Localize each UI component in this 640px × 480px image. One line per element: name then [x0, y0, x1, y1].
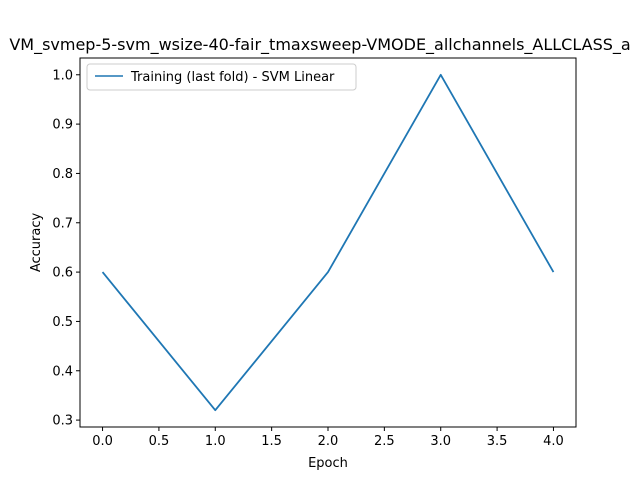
- x-tick-label: 0.5: [149, 434, 170, 449]
- y-tick-label: 0.8: [52, 167, 73, 182]
- x-tick-label: 1.0: [205, 434, 226, 449]
- y-tick-label: 0.3: [52, 414, 73, 429]
- x-axis-label: Epoch: [308, 456, 348, 471]
- x-axis-ticks: 0.0 0.5 1.0 1.5 2.0 2.5 3.0 3.5 4.0: [92, 427, 564, 449]
- x-tick-label: 0.0: [92, 434, 113, 449]
- series-line: [101, 73, 555, 412]
- y-tick-label: 0.6: [52, 266, 73, 281]
- x-tick-label: 3.0: [430, 434, 451, 449]
- y-tick-label: 0.7: [52, 216, 73, 231]
- plot-area: [79, 57, 577, 428]
- y-tick-label: 1.0: [52, 68, 73, 83]
- legend-label: Training (last fold) - SVM Linear: [130, 70, 335, 85]
- y-tick-label: 0.9: [52, 118, 73, 133]
- series-layer: [101, 73, 555, 412]
- x-tick-label: 2.5: [374, 434, 395, 449]
- x-tick-label: 3.5: [487, 434, 508, 449]
- y-tick-label: 0.5: [52, 315, 73, 330]
- legend-box: [86, 63, 357, 91]
- x-tick-label: 2.0: [318, 434, 339, 449]
- y-axis-ticks: 0.3 0.4 0.5 0.6 0.7 0.8 0.9 1.0: [52, 68, 80, 429]
- x-tick-label: 4.0: [543, 434, 564, 449]
- y-tick-label: 0.4: [52, 364, 73, 379]
- y-axis-label: Accuracy: [29, 213, 44, 273]
- legend: Training (last fold) - SVM Linear: [86, 63, 357, 91]
- chart-title: VM_svmep-5-svm_wsize-40-fair_tmaxsweep-V…: [9, 35, 630, 55]
- x-tick-label: 1.5: [261, 434, 282, 449]
